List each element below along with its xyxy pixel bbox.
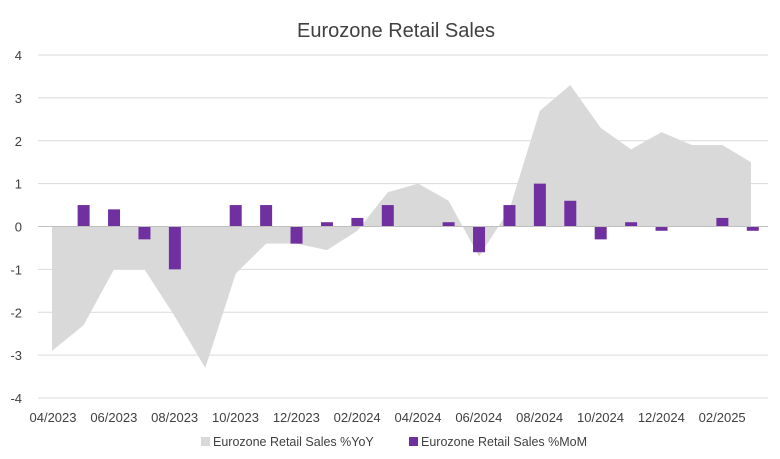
mom-bar xyxy=(533,183,546,227)
mom-bar xyxy=(746,226,759,231)
mom-bar xyxy=(290,226,303,244)
mom-bar xyxy=(138,226,151,240)
y-tick-label: 0 xyxy=(15,220,22,235)
legend-label-mom: Eurozone Retail Sales %MoM xyxy=(421,435,587,449)
chart-title: Eurozone Retail Sales xyxy=(297,20,495,42)
mom-bar xyxy=(473,226,486,253)
mom-bar xyxy=(320,222,333,227)
mom-bar xyxy=(381,205,394,227)
y-tick-label: 2 xyxy=(15,134,22,149)
mom-bar xyxy=(503,205,516,227)
mom-bar xyxy=(716,217,729,227)
mom-bar xyxy=(564,200,577,227)
legend-swatch-yoy xyxy=(201,437,210,446)
y-tick-label: -2 xyxy=(10,305,22,320)
mom-bar xyxy=(351,217,364,227)
x-tick-label: 10/2024 xyxy=(577,410,624,425)
y-tick-label: -1 xyxy=(10,262,22,277)
mom-bar xyxy=(108,209,121,227)
y-tick-label: 1 xyxy=(15,177,22,192)
mom-bar xyxy=(77,205,90,227)
x-tick-label: 08/2023 xyxy=(151,410,198,425)
mom-bar xyxy=(594,226,607,240)
y-tick-label: 4 xyxy=(15,48,22,63)
mom-bar xyxy=(260,205,273,227)
legend-label-yoy: Eurozone Retail Sales %YoY xyxy=(213,435,374,449)
x-tick-label: 06/2023 xyxy=(90,410,137,425)
x-tick-label: 04/2023 xyxy=(30,410,77,425)
mom-bar xyxy=(442,222,455,227)
mom-bar xyxy=(229,205,242,227)
x-tick-label: 02/2025 xyxy=(699,410,746,425)
mom-bar xyxy=(625,222,638,227)
x-tick-label: 06/2024 xyxy=(455,410,502,425)
legend: Eurozone Retail Sales %YoY Eurozone Reta… xyxy=(201,435,587,449)
y-tick-label: -4 xyxy=(10,391,22,406)
x-tick-label: 12/2023 xyxy=(273,410,320,425)
mom-bar-series xyxy=(77,183,759,270)
x-tick-label: 12/2024 xyxy=(638,410,685,425)
y-tick-label: 3 xyxy=(15,91,22,106)
mom-bar xyxy=(655,226,668,231)
axes: 4 3 2 1 0 -1 -2 -3 -4 04/2023 06/2023 08/2023 10/202… xyxy=(10,48,768,425)
x-tick-label: 02/2024 xyxy=(334,410,381,425)
y-tick-label: -3 xyxy=(10,348,22,363)
x-tick-label: 08/2024 xyxy=(516,410,563,425)
x-tick-label: 04/2024 xyxy=(395,410,442,425)
legend-swatch-mom xyxy=(409,437,418,446)
x-tick-label: 10/2023 xyxy=(212,410,259,425)
mom-bar xyxy=(168,226,181,270)
